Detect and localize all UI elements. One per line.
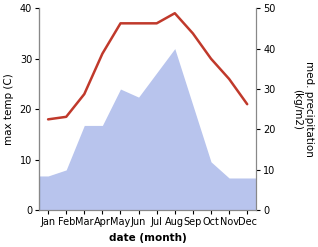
- Y-axis label: max temp (C): max temp (C): [4, 73, 14, 145]
- Y-axis label: med. precipitation
(kg/m2): med. precipitation (kg/m2): [292, 61, 314, 157]
- X-axis label: date (month): date (month): [109, 233, 187, 243]
